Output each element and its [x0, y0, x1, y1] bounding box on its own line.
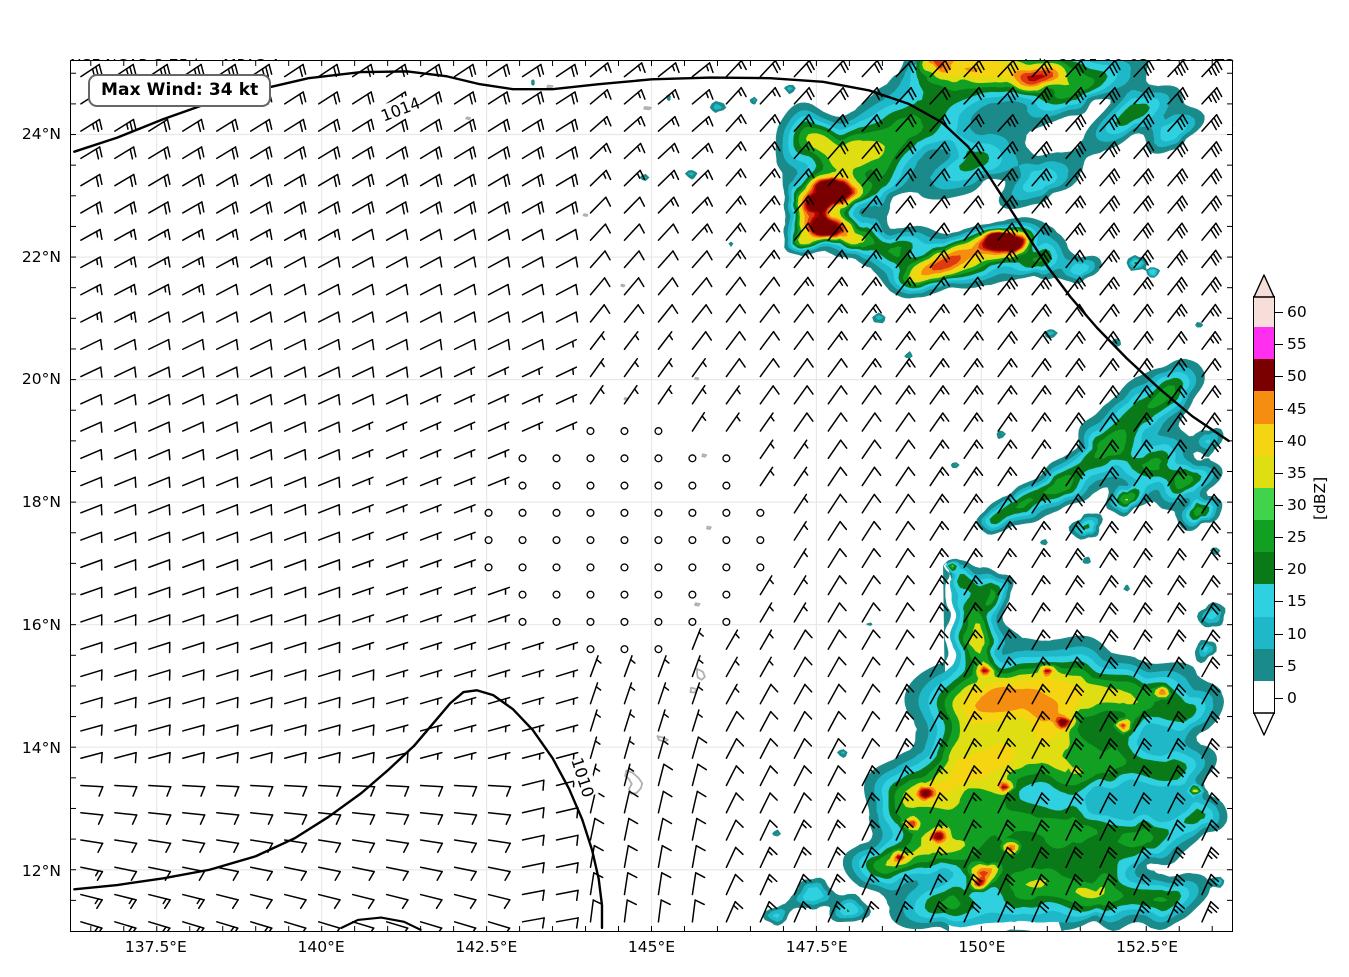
colorbar-band — [1254, 519, 1274, 553]
isobar-label: 1014 — [378, 92, 423, 125]
lat-tick-label: 20°N — [21, 370, 61, 389]
colorbar: 0 5 10 15 20 25 30 35 40 45 50 55 60 — [1253, 274, 1307, 736]
colorbar-band — [1254, 680, 1274, 713]
reflectivity-layer — [531, 61, 1228, 931]
colorbar-band — [1254, 326, 1274, 360]
lon-tick-label: 140°E — [297, 938, 345, 956]
colorbar-tick — [1275, 312, 1283, 314]
colorbar-tick-label: 15 — [1287, 592, 1307, 611]
lat-tick-label: 16°N — [21, 615, 61, 634]
colorbar-tick — [1275, 665, 1283, 667]
colorbar-band — [1254, 390, 1274, 424]
colorbar-band — [1254, 615, 1274, 649]
colorbar-top-arrow — [1253, 274, 1275, 298]
colorbar-band — [1254, 423, 1274, 456]
colorbar-tick-label: 50 — [1287, 367, 1307, 386]
colorbar-tick-label: 0 — [1287, 688, 1297, 707]
map-plot-frame: 1014 1010 — [70, 60, 1233, 932]
lon-tick-label: 142.5°E — [455, 938, 518, 956]
lat-tick-label: 22°N — [21, 247, 61, 266]
lon-tick-label: 150°E — [958, 938, 1006, 956]
colorbar-band — [1254, 583, 1274, 617]
colorbar-tick-label: 35 — [1287, 463, 1307, 482]
colorbar-band — [1254, 648, 1274, 681]
colorbar-band — [1254, 455, 1274, 488]
colorbar-tick — [1275, 408, 1283, 410]
lat-tick-label: 12°N — [21, 861, 61, 880]
colorbar-tick-label: 20 — [1287, 560, 1307, 579]
colorbar-tick-label: 55 — [1287, 335, 1307, 354]
colorbar-tick — [1275, 601, 1283, 603]
colorbar-tick — [1275, 505, 1283, 506]
lat-tick-label: 18°N — [21, 493, 61, 512]
colorbar-tick — [1275, 697, 1283, 699]
colorbar-tick — [1275, 633, 1283, 635]
colorbar-tick — [1275, 440, 1283, 442]
colorbar-tick — [1275, 569, 1283, 571]
svg-text:1014: 1014 — [378, 93, 423, 125]
colorbar-tick — [1275, 376, 1283, 378]
lat-tick-label: 24°N — [21, 124, 61, 143]
colorbar-tick — [1275, 537, 1283, 539]
colorbar-band — [1254, 358, 1274, 392]
colorbar-tick-label: 10 — [1287, 624, 1307, 643]
colorbar-bottom-arrow — [1253, 712, 1275, 736]
colorbar-tick-label: 45 — [1287, 399, 1307, 418]
colorbar-tick-label: 30 — [1287, 496, 1307, 514]
colorbar-band — [1254, 551, 1274, 585]
colorbar-tick-label: 40 — [1287, 431, 1307, 450]
colorbar-band — [1254, 487, 1274, 521]
colorbar-band — [1254, 294, 1274, 328]
lat-tick-label: 14°N — [21, 738, 61, 757]
lon-tick-label: 147.5°E — [785, 938, 848, 956]
colorbar-tick-label: 60 — [1287, 303, 1307, 322]
map-canvas: 1014 1010 — [71, 61, 1232, 931]
colorbar-tick — [1275, 472, 1283, 474]
max-wind-annotation: Max Wind: 34 kt — [88, 74, 272, 107]
colorbar-tick — [1275, 344, 1283, 346]
wind-barb-layer — [80, 61, 1223, 931]
colorbar-title: [dBZ] — [1311, 476, 1329, 520]
lon-tick-label: 145°E — [627, 938, 676, 956]
lon-tick-label: 137.5°E — [124, 938, 187, 956]
colorbar-tick-label: 5 — [1287, 656, 1297, 675]
lon-tick-label: 152.5°E — [1116, 938, 1179, 956]
colorbar-body — [1253, 294, 1275, 714]
colorbar-tick-label: 25 — [1287, 528, 1307, 547]
